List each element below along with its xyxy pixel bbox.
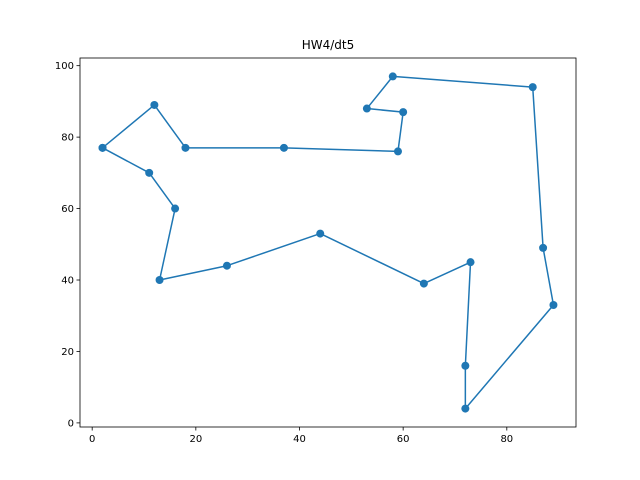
data-point <box>98 143 107 152</box>
data-point <box>150 100 159 109</box>
data-point <box>461 404 470 413</box>
data-point <box>362 104 371 113</box>
x-tick-label: 60 <box>397 434 410 445</box>
data-point <box>461 361 470 370</box>
x-tick-label: 20 <box>189 434 202 445</box>
x-tick-label: 0 <box>89 434 95 445</box>
y-tick-label: 80 <box>61 133 74 144</box>
y-tick-label: 0 <box>68 418 74 429</box>
y-tick-label: 20 <box>61 347 74 358</box>
y-tick-label: 40 <box>61 276 74 287</box>
x-tick-label: 40 <box>293 434 306 445</box>
data-point <box>399 108 408 117</box>
data-point <box>549 301 558 310</box>
data-point <box>316 229 325 238</box>
y-tick-label: 100 <box>55 61 74 72</box>
y-tick-label: 60 <box>61 204 74 215</box>
chart-title: HW4/dt5 <box>302 38 355 52</box>
data-point <box>145 168 154 177</box>
data-point <box>393 147 402 156</box>
data-point <box>466 258 475 267</box>
data-point <box>388 72 397 81</box>
plot-frame <box>79 57 577 428</box>
data-point <box>279 143 288 152</box>
data-point <box>171 204 180 213</box>
data-point <box>155 276 164 285</box>
plot-area <box>98 72 558 413</box>
data-point <box>528 83 537 92</box>
series-line <box>102 75 555 410</box>
x-tick-label: 80 <box>500 434 513 445</box>
data-point <box>181 143 190 152</box>
data-point <box>419 279 428 288</box>
y-axis: 0 20 40 60 80 100 <box>55 61 80 429</box>
x-axis: 0 20 40 60 80 <box>89 427 513 445</box>
data-point <box>222 261 231 270</box>
data-point <box>539 243 548 252</box>
